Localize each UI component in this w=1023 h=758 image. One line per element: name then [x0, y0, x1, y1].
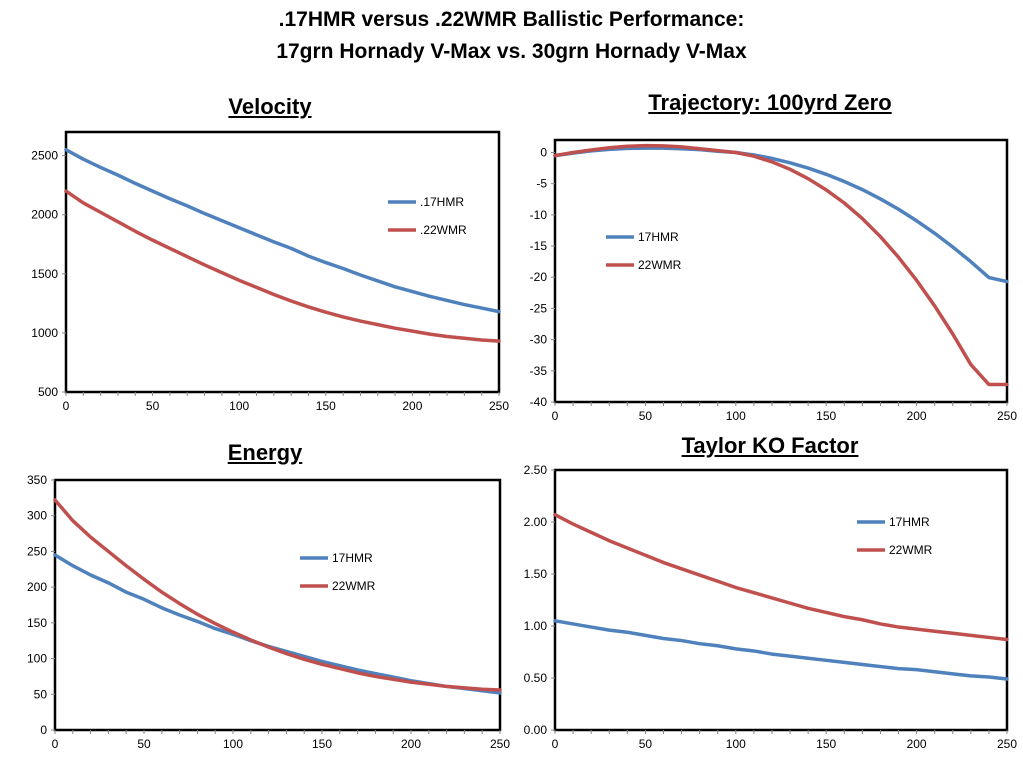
- trajectory-x-tick-label: 0: [552, 409, 559, 423]
- trajectory-y-tick-label: -35: [530, 364, 548, 378]
- trajectory-y-tick-label: 0: [540, 145, 547, 159]
- taylor-ko-x-tick-label: 150: [816, 737, 836, 751]
- trajectory-x-tick-label: 200: [907, 409, 927, 423]
- velocity-x-tick-label: 50: [146, 399, 160, 413]
- energy-legend-label: 22WMR: [332, 579, 376, 593]
- energy-y-tick-label: 200: [27, 580, 47, 594]
- energy-x-tick-label: 0: [52, 737, 59, 751]
- velocity-x-tick-label: 150: [316, 399, 336, 413]
- energy-x-tick-label: 100: [223, 737, 243, 751]
- energy-y-tick-label: 250: [27, 544, 47, 558]
- trajectory-y-tick-label: -40: [530, 395, 548, 409]
- energy-chart: 0 50 100 150 200 250 0 50 100 150 200 250 300 350 17HM…: [27, 473, 510, 751]
- taylor-ko-y-tick-label: 0.50: [524, 671, 548, 685]
- velocity-y-tick-label: 1000: [31, 326, 58, 340]
- velocity-plot-frame: [64, 130, 501, 394]
- trajectory-y-tick-label: -20: [530, 270, 548, 284]
- velocity-y-tick-label: 500: [38, 385, 58, 399]
- energy-legend-label: 17HMR: [332, 551, 373, 565]
- main-title-line-1: .17HMR versus .22WMR Ballistic Performan…: [278, 8, 745, 31]
- velocity-chart-title: Velocity: [228, 94, 312, 119]
- taylor-ko-y-tick-label: 1.50: [524, 567, 548, 581]
- taylor-ko-y-tick-label: 1.00: [524, 619, 548, 633]
- taylor-ko-series-line-wmr: [553, 512, 1009, 642]
- energy-y-tick-label: 50: [34, 687, 48, 701]
- trajectory-x-tick-label: 250: [997, 409, 1017, 423]
- energy-y-tick-label: 100: [27, 652, 47, 666]
- taylor-ko-chart-title: Taylor KO Factor: [681, 433, 859, 458]
- energy-y-tick-label: 350: [27, 473, 47, 487]
- taylor-ko-plot-frame: [553, 468, 1009, 732]
- velocity-x-tick-label: 250: [489, 399, 509, 413]
- trajectory-y-tick-label: -10: [530, 208, 548, 222]
- energy-x-tick-label: 50: [137, 737, 151, 751]
- velocity-y-tick-label: 2500: [31, 149, 58, 163]
- energy-plot-frame: [53, 478, 502, 732]
- main-title-line-2: 17grn Hornady V-Max vs. 30grn Hornady V-…: [276, 40, 747, 63]
- taylor-ko-x-tick-label: 200: [907, 737, 927, 751]
- velocity-chart: 0 50 100 150 200 250 500 1000 1500 2000 2500 .17HMR…: [31, 130, 509, 413]
- energy-chart-title: Energy: [227, 440, 303, 465]
- trajectory-y-tick-label: -30: [530, 333, 548, 347]
- trajectory-x-tick-label: 50: [639, 409, 653, 423]
- trajectory-y-tick-label: -15: [530, 239, 548, 253]
- energy-x-tick-label: 250: [490, 737, 510, 751]
- energy-series-line-wmr: [53, 498, 502, 692]
- taylor-ko-x-tick-label: 250: [997, 737, 1017, 751]
- taylor-ko-x-tick-label: 0: [552, 737, 559, 751]
- trajectory-legend-label: 22WMR: [638, 258, 682, 272]
- taylor-ko-chart: 0 50 100 150 200 250 0.00 0.50 1.00 1.50 2.00 2.50 1…: [524, 463, 1018, 751]
- energy-y-tick-label: 0: [40, 723, 47, 737]
- trajectory-y-tick-label: -25: [530, 301, 548, 315]
- taylor-ko-legend-label: 17HMR: [889, 515, 930, 529]
- trajectory-plot-frame: [553, 138, 1009, 404]
- velocity-series-line-wmr: [64, 189, 501, 343]
- trajectory-series-line-wmr: [553, 143, 1009, 387]
- trajectory-series-line-hmr: [553, 146, 1009, 284]
- trajectory-x-tick-label: 100: [726, 409, 746, 423]
- taylor-ko-y-tick-label: 2.00: [524, 515, 548, 529]
- energy-y-tick-label: 150: [27, 616, 47, 630]
- energy-x-tick-label: 200: [401, 737, 421, 751]
- taylor-ko-series-line-hmr: [553, 619, 1009, 681]
- velocity-legend-label: .22WMR: [420, 223, 467, 237]
- trajectory-x-tick-label: 150: [816, 409, 836, 423]
- taylor-ko-x-tick-label: 50: [639, 737, 653, 751]
- velocity-x-tick-label: 100: [229, 399, 249, 413]
- taylor-ko-y-tick-label: 2.50: [524, 463, 548, 477]
- trajectory-y-tick-label: -5: [536, 177, 547, 191]
- velocity-series-line-hmr: [64, 147, 501, 314]
- velocity-y-tick-label: 1500: [31, 267, 58, 281]
- velocity-y-tick-label: 2000: [31, 208, 58, 222]
- energy-x-tick-label: 150: [312, 737, 332, 751]
- trajectory-chart-title: Trajectory: 100yrd Zero: [648, 90, 892, 115]
- velocity-legend-label: .17HMR: [420, 195, 464, 209]
- taylor-ko-x-tick-label: 100: [726, 737, 746, 751]
- taylor-ko-legend-label: 22WMR: [889, 543, 933, 557]
- trajectory-chart: 0 50 100 150 200 250 0 -5 -10 -15 -20 -25 -30 -35 -40 1…: [530, 138, 1017, 423]
- energy-y-tick-label: 300: [27, 509, 47, 523]
- velocity-x-tick-label: 200: [402, 399, 422, 413]
- velocity-x-tick-label: 0: [63, 399, 70, 413]
- trajectory-legend-label: 17HMR: [638, 230, 679, 244]
- taylor-ko-y-tick-label: 0.00: [524, 723, 548, 737]
